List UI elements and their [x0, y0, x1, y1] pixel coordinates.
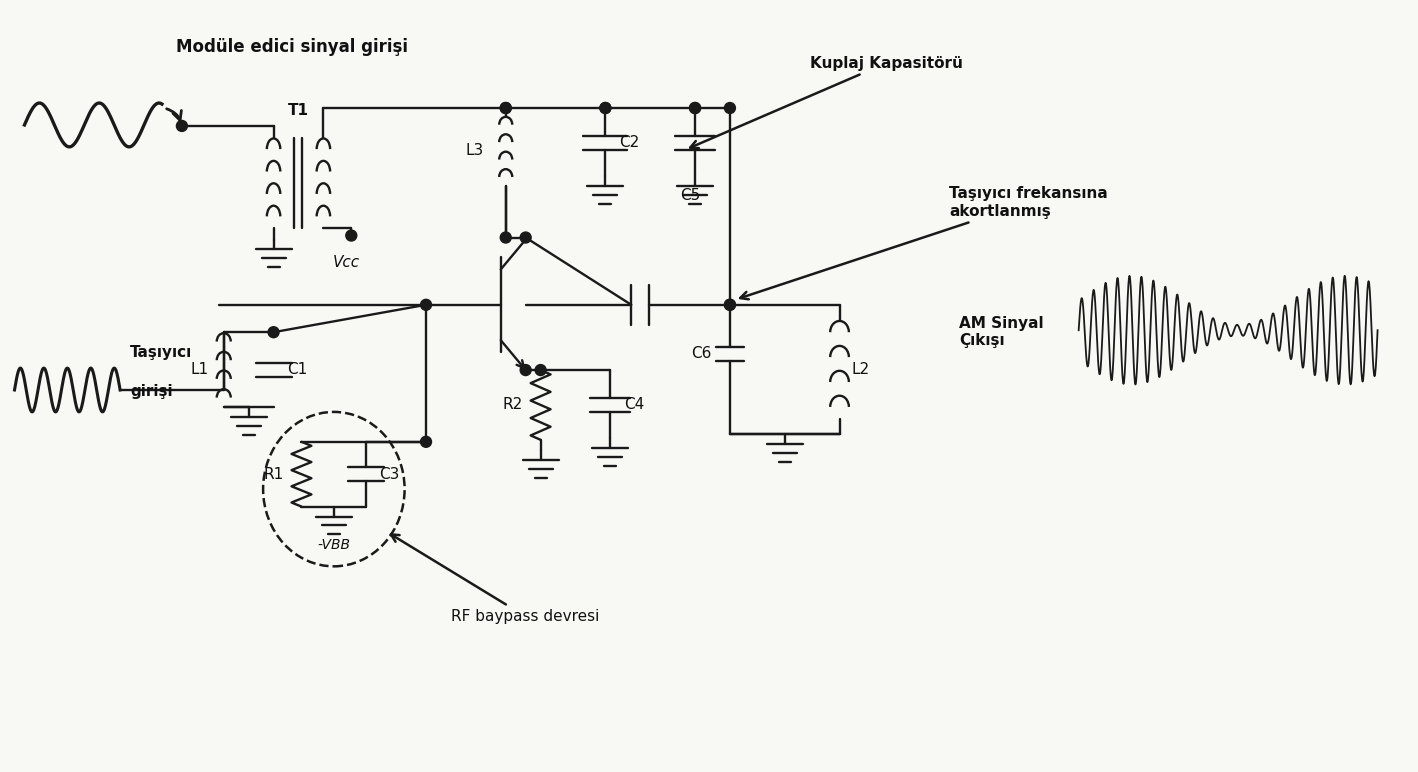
Circle shape [725, 300, 736, 310]
Circle shape [725, 103, 736, 113]
Text: Kuplaj Kapasitörü: Kuplaj Kapasitörü [691, 56, 963, 148]
Circle shape [520, 364, 532, 375]
Circle shape [176, 120, 187, 131]
Text: C2: C2 [620, 135, 640, 151]
Text: C4: C4 [624, 398, 645, 412]
Text: T1: T1 [288, 103, 309, 118]
Circle shape [501, 103, 512, 113]
Text: R1: R1 [264, 467, 284, 482]
Text: AM Sinyal
Çıkışı: AM Sinyal Çıkışı [959, 316, 1044, 348]
Text: L1: L1 [190, 362, 208, 377]
Circle shape [520, 232, 532, 243]
Text: C6: C6 [692, 346, 712, 361]
Text: Vcc: Vcc [333, 256, 360, 270]
Circle shape [689, 103, 700, 113]
Circle shape [689, 103, 700, 113]
Circle shape [600, 103, 611, 113]
Text: Taşıyıcı frekansına
akortlanmış: Taşıyıcı frekansına akortlanmış [740, 187, 1107, 300]
Text: R2: R2 [502, 398, 523, 412]
Text: C5: C5 [681, 188, 700, 203]
Circle shape [535, 364, 546, 375]
Circle shape [421, 300, 431, 310]
Circle shape [421, 436, 431, 447]
Text: RF baypass devresi: RF baypass devresi [391, 534, 600, 624]
Circle shape [600, 103, 611, 113]
Circle shape [268, 327, 279, 337]
Text: Modüle edici sinyal girişi: Modüle edici sinyal girişi [176, 39, 407, 56]
Circle shape [725, 300, 736, 310]
Text: Taşıyıcı: Taşıyıcı [130, 345, 193, 360]
Text: C3: C3 [379, 467, 400, 482]
Circle shape [346, 230, 357, 241]
Circle shape [501, 232, 512, 243]
Text: L3: L3 [465, 144, 484, 158]
Text: -VBB: -VBB [318, 538, 350, 553]
Text: L2: L2 [851, 362, 869, 377]
Text: C1: C1 [288, 362, 308, 377]
Circle shape [501, 103, 512, 113]
Text: girişi: girişi [130, 384, 173, 399]
